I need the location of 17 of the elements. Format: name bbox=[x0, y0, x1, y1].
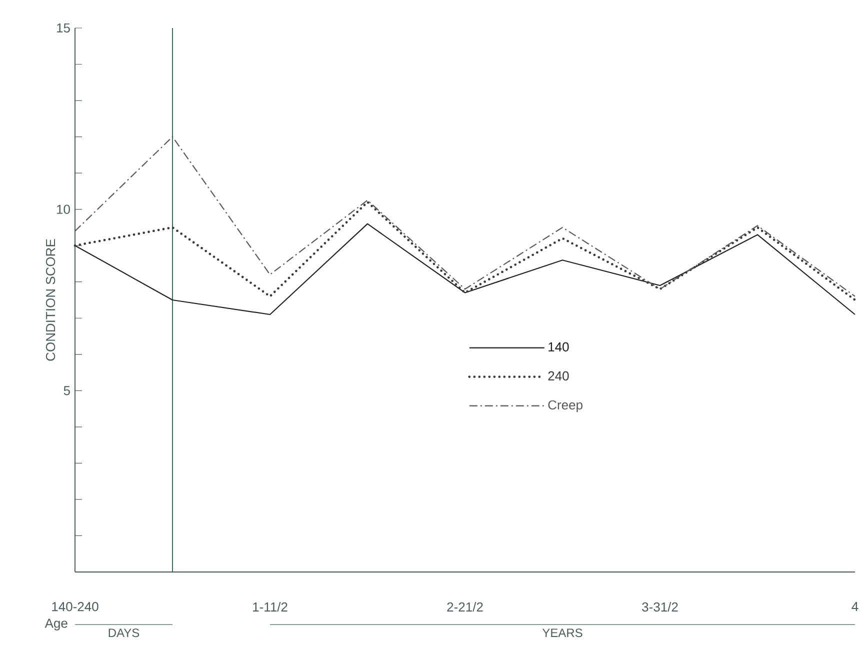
y-axis-title: CONDITION SCORE bbox=[46, 239, 56, 361]
text: Creep bbox=[548, 400, 582, 412]
y-tick-label: 10 bbox=[57, 204, 70, 214]
text: 240 bbox=[548, 371, 569, 380]
x-tick-label: 3-31/2 bbox=[642, 602, 678, 612]
text: DAYS bbox=[108, 628, 140, 638]
x-tick-label: 140-240 bbox=[52, 602, 98, 612]
text: YEARS bbox=[542, 628, 582, 638]
y-tick-label: 5 bbox=[64, 386, 70, 396]
x-axis-title: Age bbox=[44, 618, 68, 630]
line-series bbox=[74, 200, 856, 302]
line-series bbox=[74, 223, 856, 316]
text: 140 bbox=[548, 342, 569, 352]
x-tick-label: 2-21/2 bbox=[447, 602, 483, 612]
x-tick-label: 1-11/2 bbox=[253, 602, 288, 612]
y-tick-label: 15 bbox=[57, 23, 70, 33]
x-tick-label: 4 bbox=[852, 602, 858, 611]
